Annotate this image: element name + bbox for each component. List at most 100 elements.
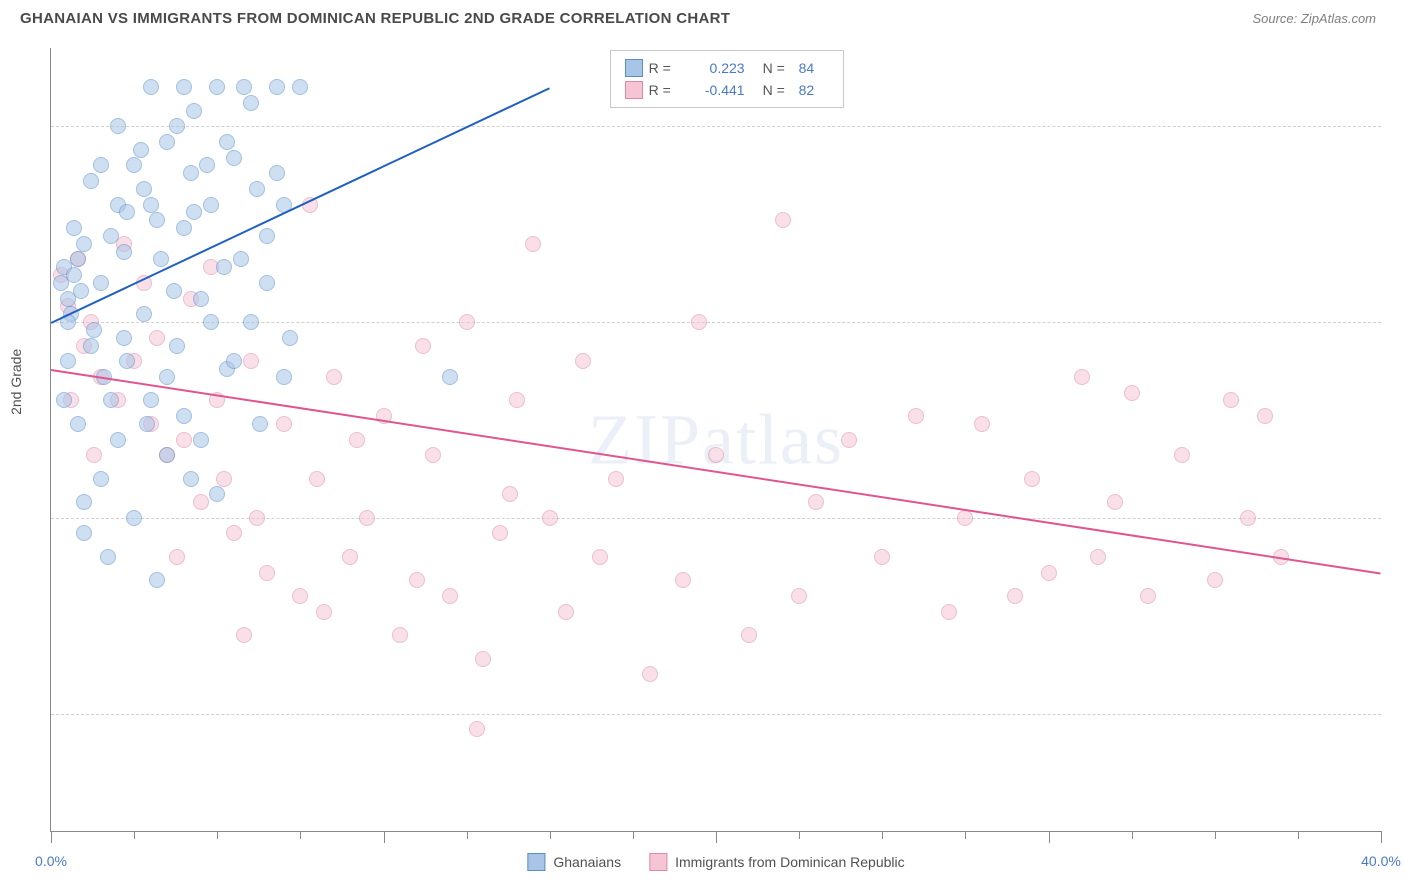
scatter-point xyxy=(176,79,192,95)
x-tick xyxy=(1298,831,1299,839)
legend-swatch xyxy=(649,853,667,871)
scatter-point xyxy=(292,79,308,95)
scatter-point xyxy=(509,392,525,408)
scatter-point xyxy=(359,510,375,526)
scatter-point xyxy=(186,103,202,119)
scatter-point xyxy=(243,353,259,369)
scatter-point xyxy=(342,549,358,565)
scatter-point xyxy=(143,79,159,95)
scatter-point xyxy=(775,212,791,228)
scatter-point xyxy=(193,494,209,510)
header: GHANAIAN VS IMMIGRANTS FROM DOMINICAN RE… xyxy=(0,0,1406,33)
scatter-point xyxy=(259,228,275,244)
scatter-point xyxy=(269,79,285,95)
scatter-point xyxy=(83,173,99,189)
scatter-point xyxy=(249,181,265,197)
scatter-point xyxy=(139,416,155,432)
scatter-point xyxy=(110,118,126,134)
scatter-point xyxy=(169,338,185,354)
scatter-point xyxy=(169,118,185,134)
stats-legend-row: R =0.223N =84 xyxy=(625,57,829,79)
trend-line xyxy=(51,369,1381,575)
legend-swatch xyxy=(625,81,643,99)
stats-legend-row: R =-0.441N =82 xyxy=(625,79,829,101)
r-label: R = xyxy=(649,60,679,76)
n-value: 82 xyxy=(799,82,829,98)
scatter-point xyxy=(149,330,165,346)
scatter-point xyxy=(502,486,518,502)
scatter-point xyxy=(66,267,82,283)
scatter-point xyxy=(691,314,707,330)
scatter-point xyxy=(193,432,209,448)
scatter-point xyxy=(226,353,242,369)
scatter-point xyxy=(259,275,275,291)
scatter-point xyxy=(1074,369,1090,385)
scatter-point xyxy=(219,134,235,150)
scatter-point xyxy=(119,204,135,220)
scatter-point xyxy=(100,549,116,565)
x-tick xyxy=(633,831,634,839)
scatter-point xyxy=(126,157,142,173)
scatter-point xyxy=(76,494,92,510)
scatter-point xyxy=(642,666,658,682)
scatter-point xyxy=(110,432,126,448)
scatter-point xyxy=(874,549,890,565)
x-tick xyxy=(1215,831,1216,839)
scatter-point xyxy=(415,338,431,354)
scatter-point xyxy=(269,165,285,181)
scatter-point xyxy=(236,79,252,95)
scatter-point xyxy=(1223,392,1239,408)
scatter-point xyxy=(159,369,175,385)
legend-label: Ghanaians xyxy=(553,854,621,870)
x-tick-label: 0.0% xyxy=(35,853,67,869)
scatter-point xyxy=(233,251,249,267)
n-label: N = xyxy=(763,82,793,98)
scatter-point xyxy=(66,220,82,236)
r-value: 0.223 xyxy=(685,60,745,76)
legend-swatch xyxy=(625,59,643,77)
scatter-point xyxy=(542,510,558,526)
scatter-point xyxy=(93,275,109,291)
scatter-point xyxy=(941,604,957,620)
scatter-point xyxy=(149,572,165,588)
scatter-point xyxy=(183,165,199,181)
scatter-point xyxy=(492,525,508,541)
x-tick xyxy=(550,831,551,839)
x-tick xyxy=(467,831,468,839)
scatter-point xyxy=(292,588,308,604)
scatter-point xyxy=(558,604,574,620)
scatter-point xyxy=(243,314,259,330)
scatter-point xyxy=(525,236,541,252)
legend-item: Immigrants from Dominican Republic xyxy=(649,853,905,871)
x-tick xyxy=(384,831,385,843)
scatter-point xyxy=(216,259,232,275)
scatter-point xyxy=(93,157,109,173)
chart-container: 2nd Grade ZIPatlas 92.5%95.0%97.5%100.0%… xyxy=(50,48,1381,832)
scatter-point xyxy=(169,549,185,565)
x-tick-label: 40.0% xyxy=(1361,853,1401,869)
y-tick-label: 92.5% xyxy=(1386,706,1406,722)
scatter-point xyxy=(203,314,219,330)
scatter-point xyxy=(70,251,86,267)
scatter-point xyxy=(86,322,102,338)
y-axis-title: 2nd Grade xyxy=(8,348,24,414)
scatter-point xyxy=(76,525,92,541)
scatter-point xyxy=(808,494,824,510)
scatter-point xyxy=(193,291,209,307)
scatter-point xyxy=(226,150,242,166)
stats-legend: R =0.223N =84R =-0.441N =82 xyxy=(610,50,844,108)
scatter-point xyxy=(392,627,408,643)
x-tick xyxy=(217,831,218,839)
scatter-point xyxy=(133,142,149,158)
scatter-point xyxy=(459,314,475,330)
plot-area: 92.5%95.0%97.5%100.0%0.0%40.0%R =0.223N … xyxy=(51,48,1381,831)
scatter-point xyxy=(575,353,591,369)
scatter-point xyxy=(791,588,807,604)
scatter-point xyxy=(1240,510,1256,526)
scatter-point xyxy=(469,721,485,737)
source-attribution: Source: ZipAtlas.com xyxy=(1252,11,1376,26)
scatter-point xyxy=(1090,549,1106,565)
bottom-legend: Ghanaians Immigrants from Dominican Repub… xyxy=(527,853,904,871)
scatter-point xyxy=(1041,565,1057,581)
y-tick-label: 97.5% xyxy=(1386,314,1406,330)
